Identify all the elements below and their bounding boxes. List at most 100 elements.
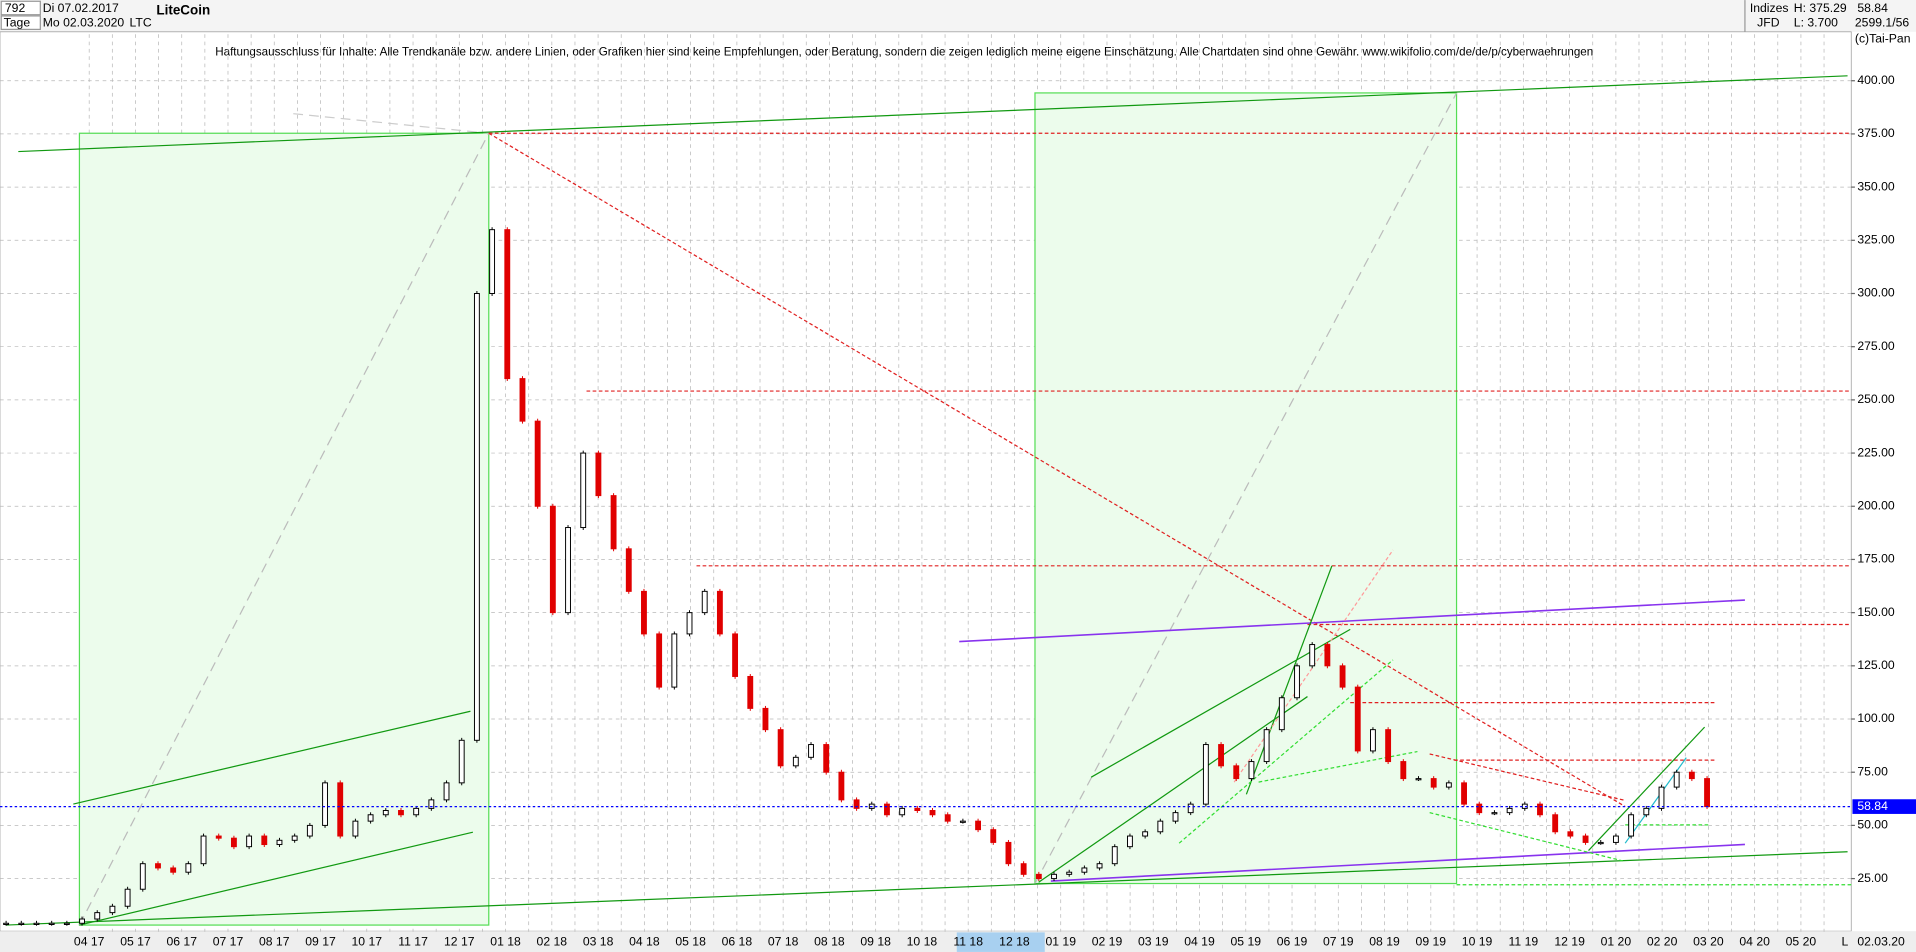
candle — [1324, 644, 1331, 667]
candle — [519, 378, 526, 422]
x-end-label: 02.03.20 — [1857, 934, 1905, 948]
candle — [185, 863, 192, 873]
y-tick-label: 325.00 — [1857, 233, 1895, 247]
candle — [975, 820, 982, 831]
candle — [1476, 803, 1483, 814]
count-box[interactable] — [0, 0, 41, 16]
x-tick-label: 11 18 — [953, 934, 983, 948]
y-tick-label: 225.00 — [1857, 445, 1895, 459]
x-tick-label: 11 19 — [1509, 934, 1539, 948]
candle — [1506, 807, 1513, 814]
scale-mode: L — [1841, 934, 1848, 948]
x-tick-label: 12 17 — [444, 934, 475, 948]
candle — [367, 814, 374, 822]
trend-line — [1429, 753, 1626, 802]
x-tick-label: 12 18 — [999, 934, 1030, 948]
x-tick-label: 01 19 — [1045, 934, 1076, 948]
candle — [595, 452, 602, 497]
candle — [990, 829, 997, 843]
candle — [230, 837, 237, 848]
low: L: 3.700 — [1794, 15, 1838, 29]
y-tick-label: 150.00 — [1857, 605, 1895, 619]
candle — [1157, 820, 1164, 833]
period-box[interactable] — [0, 15, 41, 30]
trend-line — [1038, 696, 1308, 883]
x-tick-label: 09 18 — [860, 934, 891, 948]
copyright: (c)Tai-Pan — [1855, 31, 1911, 45]
last-price-label: 58.84 — [1857, 799, 1888, 813]
candle — [686, 612, 693, 635]
trend-line — [18, 75, 1848, 153]
y-tick-label: 350.00 — [1857, 179, 1895, 193]
candle — [1218, 744, 1224, 767]
x-tick-label: 02 18 — [537, 934, 568, 948]
candle — [1066, 871, 1073, 875]
candle — [656, 633, 663, 688]
x-tick-label: 07 18 — [768, 934, 799, 948]
x-axis-highlight — [956, 932, 1045, 952]
candle — [1537, 803, 1543, 816]
x-tick-label: 04 19 — [1184, 934, 1215, 948]
candle — [155, 863, 161, 869]
y-tick-label: 25.00 — [1857, 871, 1888, 885]
candle — [3, 922, 10, 925]
candle — [1688, 771, 1695, 780]
candle — [853, 799, 860, 809]
candle — [1233, 765, 1240, 780]
candle — [610, 495, 617, 550]
symbol: LTC — [130, 15, 152, 29]
candle — [1111, 846, 1118, 865]
candle — [215, 835, 222, 839]
x-tick-label: 10 19 — [1462, 934, 1493, 948]
candle — [1248, 761, 1255, 780]
trend-line — [1588, 726, 1706, 851]
x-tick-label: 04 20 — [1739, 934, 1770, 948]
candle — [1127, 835, 1133, 848]
x-tick-label: 08 17 — [259, 934, 290, 948]
high: H: 375.29 — [1794, 1, 1847, 15]
x-tick-label: 12 19 — [1554, 934, 1585, 948]
x-tick-label: 03 19 — [1138, 934, 1169, 948]
drawings — [6, 75, 1852, 926]
candle — [1628, 814, 1635, 837]
candle — [291, 835, 298, 841]
end-date: Mo 02.03.2020 — [43, 15, 125, 29]
price-marks — [3, 227, 1710, 926]
candle — [1400, 761, 1407, 780]
candle — [1294, 665, 1300, 699]
y-tick-label: 100.00 — [1857, 711, 1895, 725]
candle — [838, 771, 845, 801]
candle — [1597, 841, 1604, 845]
candle — [671, 633, 678, 688]
count: 792 — [5, 1, 26, 15]
candle — [808, 744, 814, 758]
candle — [1005, 841, 1012, 865]
candle — [382, 810, 389, 816]
y-tick-label: 200.00 — [1857, 498, 1895, 512]
candle — [1081, 867, 1088, 873]
x-tick-label: 01 18 — [490, 934, 521, 948]
diagonal — [1034, 92, 1458, 884]
candle — [580, 452, 587, 529]
candle — [1658, 786, 1665, 809]
y-tick-label: 275.00 — [1857, 339, 1895, 353]
candle — [33, 922, 40, 925]
title: LiteCoin — [156, 3, 210, 18]
x-tick-label: 05 18 — [675, 934, 706, 948]
x-tick-label: 02 19 — [1092, 934, 1123, 948]
candle — [352, 820, 359, 837]
trend-line — [1245, 565, 1333, 795]
candle — [1612, 835, 1619, 843]
candle — [1096, 863, 1103, 869]
x-tick-label: 09 19 — [1416, 934, 1447, 948]
y-tick-label: 50.00 — [1857, 818, 1888, 832]
candle — [18, 922, 25, 925]
candle — [276, 839, 283, 846]
x-tick-label: 04 18 — [629, 934, 660, 948]
candle — [246, 835, 253, 848]
candle — [1202, 744, 1209, 805]
y-tick-label: 125.00 — [1857, 658, 1895, 672]
candle — [762, 707, 769, 731]
x-tick-label: 07 19 — [1323, 934, 1354, 948]
